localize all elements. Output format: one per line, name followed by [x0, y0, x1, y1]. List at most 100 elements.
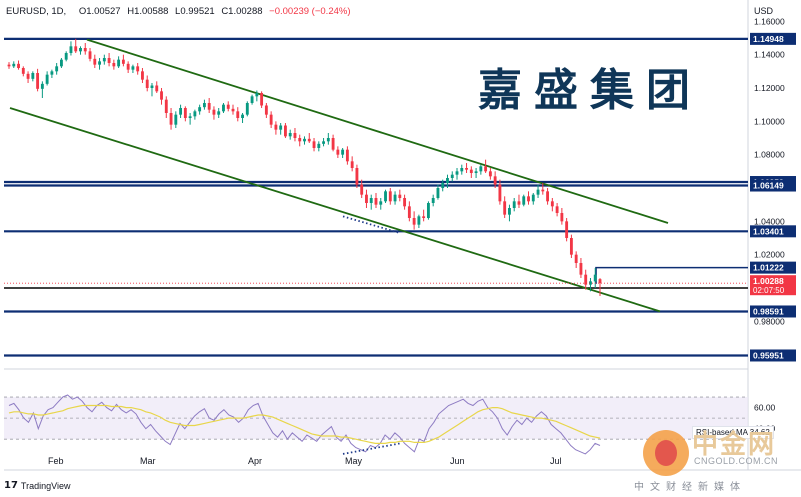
candle-body — [284, 125, 287, 137]
candle-body — [450, 174, 454, 178]
short-level-line — [595, 266, 748, 284]
candle-body — [31, 73, 35, 79]
candle-body — [517, 201, 521, 205]
candle-body — [93, 58, 97, 65]
candle-body — [574, 254, 578, 263]
candle-body — [355, 168, 359, 185]
candle-body — [102, 58, 106, 62]
y-tick-label: 1.04000 — [754, 216, 785, 226]
candle-body — [274, 124, 278, 130]
candle-body — [169, 113, 173, 125]
change-value: −0.00239 (−0.24%) — [269, 6, 351, 17]
y-tick-label: 1.08000 — [754, 150, 785, 160]
candle-body — [527, 196, 530, 202]
candle-body — [17, 63, 20, 68]
candle-body — [360, 184, 364, 195]
short-level-label: 1.01222 — [753, 263, 784, 273]
candle-body — [241, 114, 244, 118]
candle-body — [465, 168, 468, 170]
candle-body — [365, 194, 368, 203]
candle-body — [522, 196, 526, 205]
level-label: 1.14948 — [753, 34, 784, 44]
level-label: 0.95951 — [753, 350, 784, 360]
candle-body — [83, 48, 87, 52]
last-price-label: 1.00288 — [753, 276, 784, 286]
candle-body — [388, 191, 392, 202]
candle-body — [446, 178, 449, 183]
candle-body — [322, 141, 325, 144]
candle-body — [288, 133, 292, 137]
candle-body — [431, 198, 435, 203]
cngold-tagline: 中文财经新媒体 — [634, 482, 746, 493]
open-value: O1.00527 — [78, 6, 121, 17]
rsi-dotted-trend-line — [342, 442, 401, 455]
candle-body — [512, 201, 516, 208]
x-tick-label: Jul — [550, 456, 562, 466]
candle-body — [55, 66, 59, 72]
level-label-box — [750, 305, 796, 318]
candle-body — [560, 213, 564, 222]
candle-body — [255, 93, 259, 97]
candle-body — [74, 46, 78, 52]
candle-body — [64, 53, 68, 60]
candle-body — [579, 263, 583, 275]
candle-body — [436, 188, 440, 198]
candle-body — [479, 166, 483, 172]
tradingview-label: TradingView — [20, 480, 71, 491]
tradingview-logo[interactable]: 𝟭𝟳 TradingView — [4, 480, 70, 491]
candle-body — [231, 108, 235, 112]
low-value: L0.99521 — [175, 6, 215, 17]
candle-body — [179, 108, 183, 115]
symbol-name[interactable]: EURUSD, 1D, — [6, 6, 67, 17]
candle-body — [79, 48, 82, 52]
candle-body — [298, 138, 302, 142]
candle-body — [202, 103, 206, 108]
candle-body — [550, 201, 554, 207]
candle-body — [245, 103, 249, 115]
cngold-brand: 中金网 — [692, 430, 777, 460]
dotted-trend-line — [342, 215, 401, 234]
candle-body — [374, 198, 378, 205]
candle-body — [422, 216, 426, 218]
candle-body — [193, 111, 197, 117]
candle-body — [155, 85, 159, 92]
level-label: 1.06149 — [753, 181, 784, 191]
y-tick-label: 1.16000 — [754, 16, 785, 26]
candle-body — [188, 116, 192, 118]
candle-body — [593, 274, 597, 282]
candle-body — [398, 194, 402, 198]
candle-body — [589, 281, 592, 285]
level-label-box — [750, 179, 796, 192]
candle-body — [293, 133, 297, 138]
candle-body — [174, 114, 178, 125]
currency-label: USD — [754, 6, 774, 16]
candle-body — [141, 71, 144, 80]
rsi-ma-badge: RSI-based MA 34.62 — [692, 426, 774, 439]
candle-body — [384, 191, 387, 202]
candle-body — [250, 96, 254, 103]
x-tick-label: Feb — [48, 456, 64, 466]
candle-body — [455, 171, 459, 175]
candle-body — [164, 99, 168, 113]
candle-body — [536, 189, 540, 195]
candle-body — [326, 138, 330, 142]
close-value: C1.00288 — [221, 6, 263, 17]
candle-body — [498, 184, 502, 202]
candle-body — [136, 66, 140, 72]
candle-body — [236, 111, 240, 118]
level-label-box — [750, 32, 796, 45]
candle-body — [350, 161, 354, 168]
rsi-pane: 60.0040.00 — [4, 394, 776, 455]
x-tick-label: Jun — [450, 456, 465, 466]
candle-body — [403, 198, 407, 207]
candle-body — [59, 59, 63, 67]
candle-body — [26, 73, 30, 79]
candle-body — [69, 46, 73, 53]
candle-body — [546, 191, 550, 202]
candle-body — [312, 141, 316, 148]
x-tick-label: May — [345, 456, 363, 466]
candle-body — [503, 201, 507, 215]
candle-body — [98, 61, 101, 65]
countdown-label: 02:07:50 — [753, 286, 785, 295]
x-tick-label: Mar — [140, 456, 156, 466]
